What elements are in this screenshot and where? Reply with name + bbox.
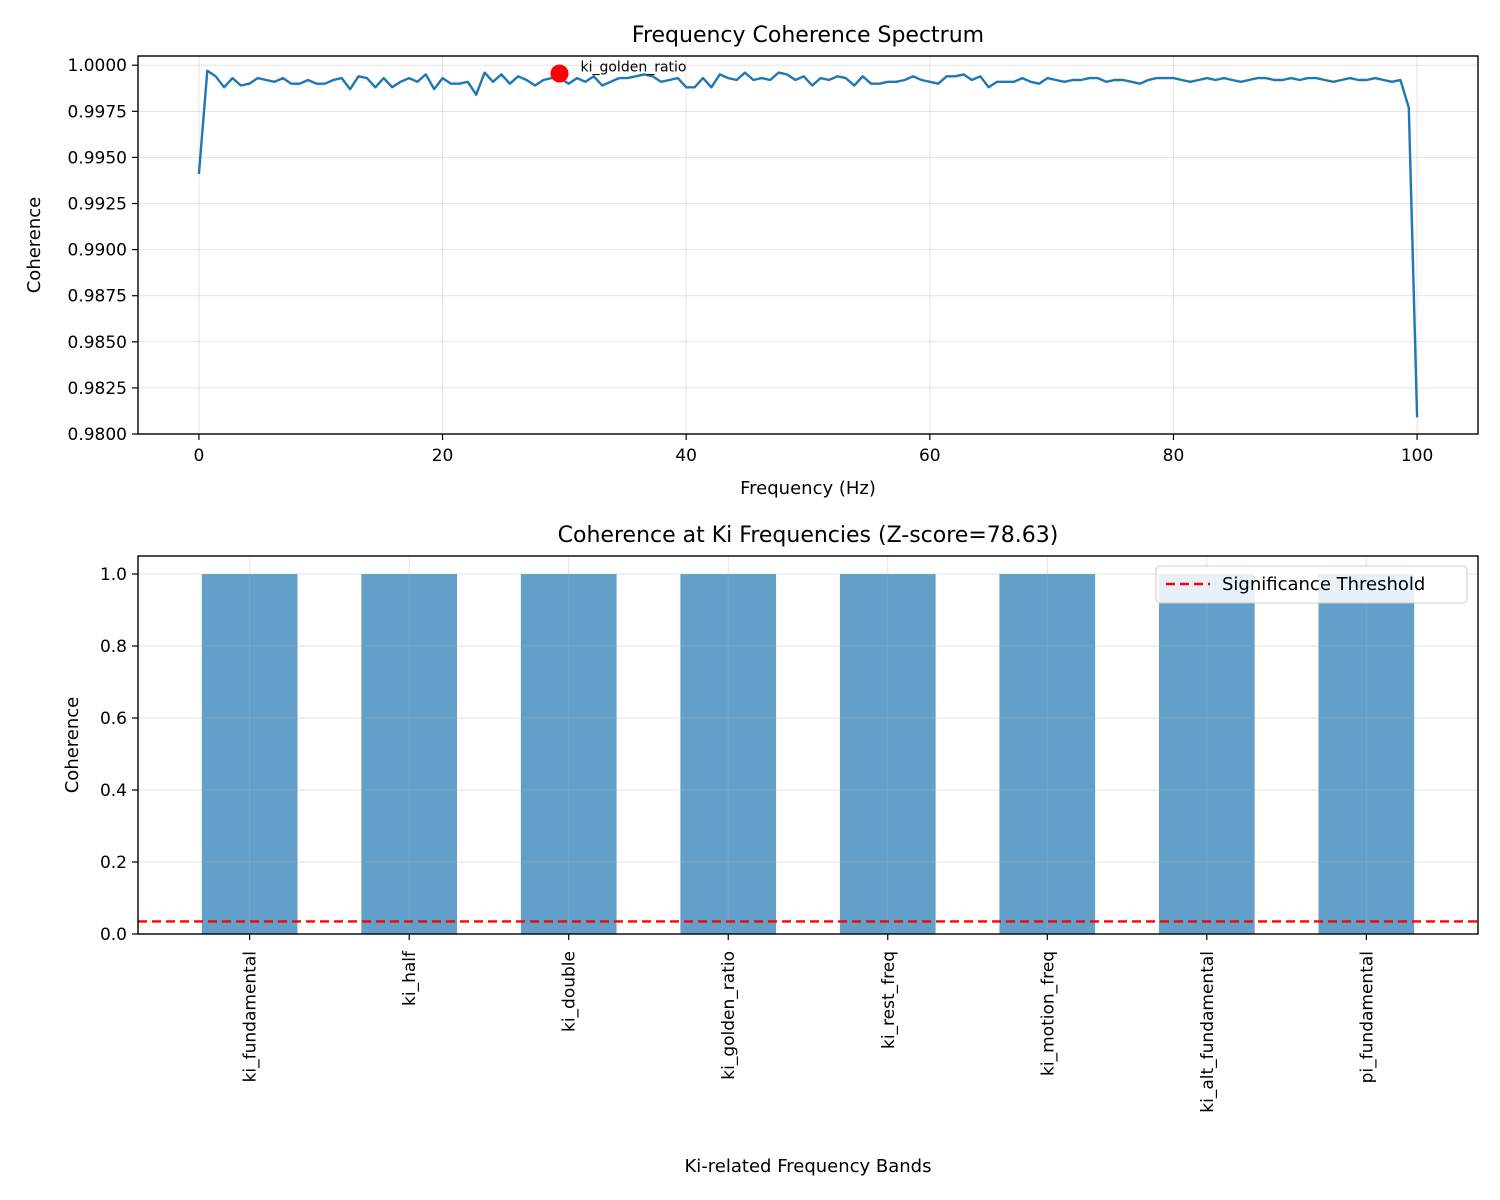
legend-threshold-label: Significance Threshold [1222, 574, 1425, 595]
bar-ytick-label: 0.8 [100, 637, 127, 657]
golden-ratio-marker [550, 64, 569, 83]
bar-xtick-label: ki_fundamental [241, 951, 261, 1082]
spectrum-subplot: Frequency Coherence Spectrum ki_golden_r… [24, 23, 1479, 499]
bar-ylabel: Coherence [62, 697, 83, 794]
bar-ki_double [520, 574, 617, 934]
spectrum-ylabel: Coherence [24, 197, 45, 294]
bar-xtick-label: ki_motion_freq [1038, 951, 1058, 1076]
bar-ki_motion_freq [999, 574, 1096, 934]
bar-title: Coherence at Ki Frequencies (Z-score=78.… [558, 523, 1059, 548]
bar-xtick-label: ki_rest_freq [879, 951, 899, 1049]
spectrum-xtick-label: 40 [675, 446, 697, 466]
spectrum-xtick-label: 60 [919, 446, 941, 466]
legend: Significance Threshold [1155, 565, 1468, 604]
golden-ratio-annotation: ki_golden_ratio [580, 60, 686, 76]
spectrum-xlabel: Frequency (Hz) [740, 478, 876, 499]
bar-subplot: Coherence at Ki Frequencies (Z-score=78.… [62, 523, 1479, 1177]
bar-ticks: 0.0 0.2 0.4 0.6 0.8 1.0 ki_fundamental ki_half k… [100, 565, 1377, 1113]
spectrum-ytick-label: 0.9825 [68, 379, 127, 399]
spectrum-ytick-label: 0.9800 [68, 425, 127, 445]
bar-group [138, 556, 1478, 935]
spectrum-xtick-label: 100 [1401, 446, 1433, 466]
bar-xtick-label: ki_alt_fundamental [1198, 951, 1218, 1113]
bar-ki_alt_fundamental [1158, 574, 1255, 934]
spectrum-ytick-label: 0.9950 [68, 148, 127, 168]
spectrum-ytick-label: 0.9975 [68, 102, 127, 122]
spectrum-xtick-label: 20 [432, 446, 454, 466]
bar-ki_golden_ratio [680, 574, 777, 934]
spectrum-title: Frequency Coherence Spectrum [632, 23, 984, 48]
bar-ytick-label: 0.0 [100, 925, 127, 945]
spectrum-xtick-label: 80 [1163, 446, 1185, 466]
bar-axes-frame [137, 555, 1479, 935]
legend-box [1155, 565, 1468, 604]
bar-ki_half [361, 574, 458, 934]
spectrum-ytick-label: 0.9875 [68, 287, 127, 307]
bar-xlabel: Ki-related Frequency Bands [685, 1156, 932, 1177]
bar-ki_fundamental [201, 574, 298, 934]
bar-ytick-label: 1.0 [100, 565, 127, 585]
spectrum-ticks: 0 20 40 60 80 100 0.9800 0.9825 0.9850 0.9875 0.99… [68, 56, 1434, 466]
bar-ki_rest_freq [839, 574, 936, 934]
bar-xtick-label: ki_half [400, 950, 420, 1006]
bar-ytick-label: 0.4 [100, 781, 127, 801]
spectrum-axes-frame [137, 55, 1479, 435]
spectrum-ytick-label: 0.9900 [68, 241, 127, 261]
spectrum-line [197, 69, 1419, 418]
bar-xtick-label: pi_fundamental [1357, 951, 1377, 1083]
bar-ytick-label: 0.2 [100, 853, 127, 873]
bar-ytick-label: 0.6 [100, 709, 127, 729]
spectrum-ytick-label: 0.9850 [68, 333, 127, 353]
bar-xtick-label: ki_golden_ratio [719, 951, 739, 1080]
spectrum-xtick-label: 0 [193, 446, 204, 466]
spectrum-ytick-label: 1.0000 [68, 56, 127, 76]
spectrum-ytick-label: 0.9925 [68, 195, 127, 215]
bar-pi_fundamental [1318, 574, 1415, 934]
bar-xtick-label: ki_double [560, 951, 580, 1032]
